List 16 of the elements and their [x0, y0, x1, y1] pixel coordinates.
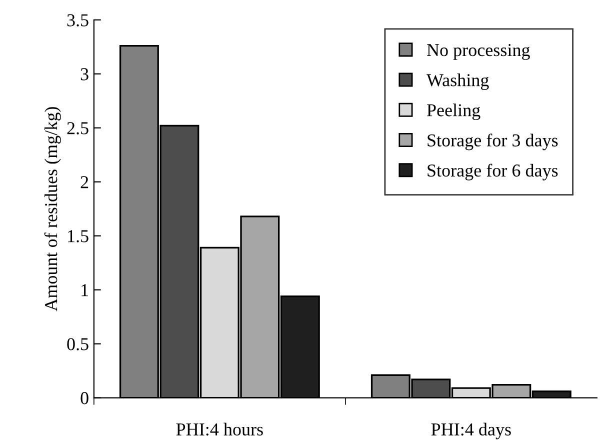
legend-label: Storage for 3 days [428, 134, 558, 150]
y-tick-label: 3.5 [67, 14, 88, 26]
y-tick-label: 1 [82, 284, 88, 296]
x-tick-label: PHI:4 days [431, 422, 511, 440]
legend-label: No processing [426, 44, 530, 60]
x-tick-label: PHI:4 hours [176, 422, 263, 436]
y-tick-label: 0.5 [67, 338, 88, 350]
legend-label: Peeling [426, 104, 480, 120]
y-tick-label: 2.5 [67, 122, 88, 134]
y-tick-label: 3 [80, 68, 88, 80]
legend-label: Washing [426, 74, 489, 90]
y-tick-label: 0 [80, 392, 88, 404]
legend-label: Storage for 6 days [428, 164, 558, 180]
y-tick-label: 1.5 [68, 230, 88, 242]
y-tick-label: 2 [80, 176, 88, 188]
y-axis-title: Amount of residues (mg/kg) [44, 107, 61, 312]
